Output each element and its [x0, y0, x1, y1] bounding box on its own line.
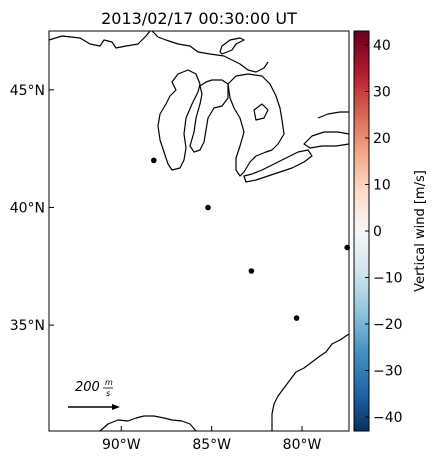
lat-tick-label: 40°N: [10, 200, 45, 216]
lake-superior-shore: [49, 31, 269, 73]
atlantic-coastline: [271, 333, 349, 431]
colorbar: −40 −30 −20 −10 0 10 20 30 40 Vertical wind [m/s…: [353, 30, 428, 432]
colorbar-label: Vertical wind [m/s]: [413, 170, 428, 292]
northeast-coast-fragment: [317, 111, 349, 119]
station-marker: [293, 315, 300, 321]
station-marker: [205, 204, 211, 211]
map-background: [49, 31, 349, 431]
coastlines: [49, 31, 349, 431]
lake-erie-shore: [243, 149, 313, 183]
station-markers: [151, 157, 351, 321]
reference-vector-arrowhead: [112, 404, 120, 410]
lake-ontario-shore: [303, 131, 349, 149]
colorbar-tick-label: 30: [373, 84, 391, 100]
latitude-axis: 45°N 40°N 35°N: [10, 83, 54, 334]
lon-tick-label: 85°W: [192, 437, 231, 453]
colorbar-tick-label: 10: [373, 177, 391, 193]
figure-title: 2013/02/17 00:30:00 UT: [101, 9, 297, 28]
reference-vector-label-value: 200: [75, 380, 100, 395]
lat-tick-label: 35°N: [10, 318, 45, 334]
map-panel: 200 m s 45°N 40°N 35°N 90°W 85°W 80°W: [10, 30, 351, 453]
colorbar-tick-label: 40: [373, 38, 391, 54]
colorbar-tick-label: −20: [373, 317, 403, 333]
station-marker: [151, 157, 157, 164]
gulf-coastline: [99, 415, 197, 431]
map-frame: [48, 30, 350, 432]
lon-tick-label: 90°W: [102, 437, 141, 453]
lat-tick-label: 45°N: [10, 83, 45, 99]
colorbar-tick-label: −30: [373, 364, 403, 380]
colorbar-tick-label: 20: [373, 131, 391, 147]
reference-vector-label-unit-den: s: [106, 389, 110, 398]
colorbar-tick-label: −40: [373, 410, 403, 426]
longitude-axis: 90°W 85°W 80°W: [102, 426, 322, 453]
colorbar-tick-label: 0: [373, 224, 382, 240]
reference-vector-label-unit-num: m: [105, 378, 113, 387]
lake-huron-shore: [227, 73, 285, 177]
reference-vector: 200 m s: [68, 378, 120, 410]
lon-tick-label: 80°W: [283, 437, 322, 453]
colorbar-gradient: [354, 31, 369, 431]
station-marker: [248, 268, 255, 274]
colorbar-ticks: −40 −30 −20 −10 0 10 20 30 40: [365, 38, 403, 426]
colorbar-tick-label: −10: [373, 271, 403, 287]
lake-michigan-shore: [157, 69, 229, 171]
